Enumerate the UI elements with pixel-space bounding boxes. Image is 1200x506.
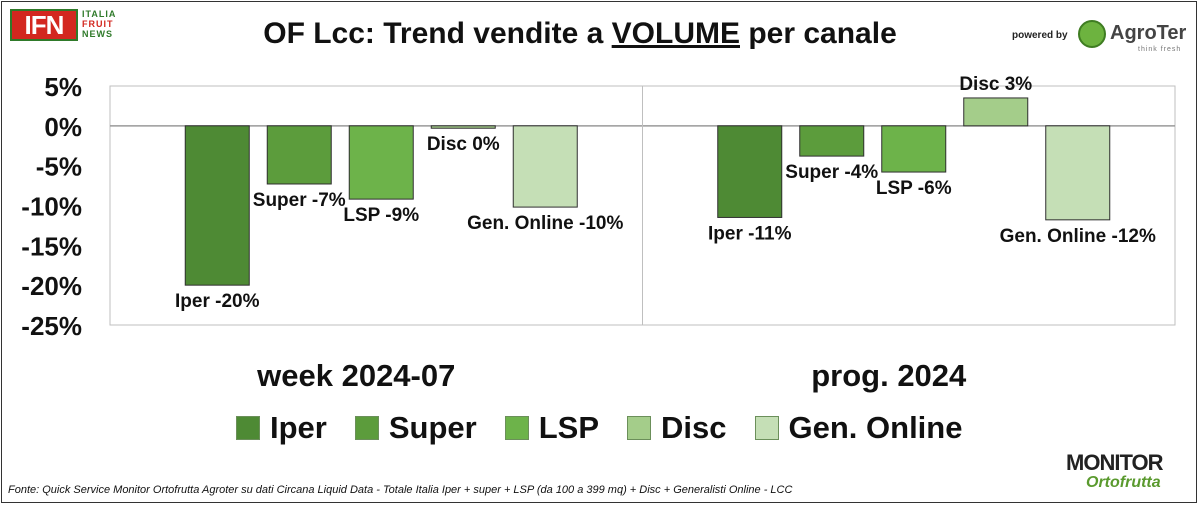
legend-item: Iper bbox=[236, 410, 327, 446]
y-tick-label: -20% bbox=[21, 271, 82, 301]
agroter-name: AgroTer bbox=[1110, 22, 1187, 44]
agroter-logo: AgroTer think fresh bbox=[1078, 20, 1188, 54]
legend-label: LSP bbox=[538, 410, 600, 445]
bar-disc-1 bbox=[963, 97, 1029, 127]
y-tick-label: -10% bbox=[21, 192, 82, 222]
source-note: Fonte: Quick Service Monitor Ortofrutta … bbox=[8, 484, 793, 496]
agroter-tree-icon bbox=[1078, 20, 1106, 48]
data-label: LSP -9% bbox=[343, 205, 419, 226]
data-label: Super -7% bbox=[253, 190, 346, 211]
ifn-logo-line1: ITALIA bbox=[82, 9, 117, 19]
ifn-logo-mark: IFN bbox=[10, 9, 78, 41]
ifn-logo: IFN ITALIA FRUIT NEWS bbox=[10, 9, 128, 41]
title-suffix: per canale bbox=[740, 17, 897, 50]
legend-swatch bbox=[627, 416, 652, 440]
data-label: Iper -11% bbox=[708, 223, 792, 244]
chart-title: OF Lcc: Trend vendite a VOLUME per canal… bbox=[200, 14, 960, 54]
powered-by-label: powered by bbox=[1012, 30, 1068, 41]
legend-swatch bbox=[354, 416, 379, 440]
y-tick-label: -15% bbox=[21, 231, 82, 261]
bar-super-0 bbox=[266, 125, 332, 185]
title-underlined: VOLUME bbox=[611, 17, 740, 50]
data-label: Gen. Online -10% bbox=[467, 213, 623, 234]
legend-label: Disc bbox=[661, 410, 727, 445]
bar-super-1 bbox=[799, 125, 865, 157]
data-label: Disc 3% bbox=[959, 74, 1032, 95]
bar-lsp-1 bbox=[881, 125, 947, 173]
y-tick-label: 0% bbox=[44, 112, 82, 142]
monitor-ortofrutta-logo: MONITOR Ortofrutta bbox=[1066, 450, 1190, 496]
monitor-logo-bottom: Ortofrutta bbox=[1086, 474, 1161, 491]
ifn-logo-line3: NEWS bbox=[82, 29, 113, 39]
legend-item: Super bbox=[354, 410, 477, 446]
title-prefix: OF Lcc: Trend vendite a bbox=[263, 17, 612, 50]
data-label: Gen. Online -12% bbox=[1000, 226, 1156, 247]
y-tick-label: -25% bbox=[21, 311, 82, 341]
data-label: LSP -6% bbox=[876, 178, 952, 199]
legend-swatch bbox=[236, 416, 260, 440]
bar-lsp-0 bbox=[348, 125, 414, 200]
data-label: Iper -20% bbox=[175, 291, 260, 312]
bar-gen-online-1 bbox=[1045, 125, 1111, 221]
bar-gen-online-0 bbox=[512, 125, 578, 208]
bar-iper-1 bbox=[717, 125, 783, 218]
legend-item: Disc bbox=[627, 410, 727, 446]
legend-swatch bbox=[504, 416, 529, 440]
legend-label: Super bbox=[388, 410, 477, 445]
chart-legend: Iper Super LSP Disc Gen. Online bbox=[236, 408, 990, 448]
x-group-label: prog. 2024 bbox=[811, 358, 967, 393]
legend-item: LSP bbox=[504, 410, 600, 446]
x-group-label: week 2024-07 bbox=[256, 358, 455, 393]
legend-label: Iper bbox=[270, 410, 327, 445]
data-label: Super -4% bbox=[785, 162, 878, 183]
y-tick-label: -5% bbox=[36, 152, 82, 182]
bar-disc-0 bbox=[430, 125, 496, 129]
bar-iper-0 bbox=[184, 125, 250, 286]
y-tick-label: 5% bbox=[44, 72, 82, 102]
agroter-tagline: think fresh bbox=[1138, 46, 1182, 53]
monitor-logo-top: MONITOR bbox=[1066, 450, 1163, 475]
data-label: Disc 0% bbox=[427, 134, 500, 155]
legend-swatch bbox=[754, 416, 779, 440]
ifn-logo-line2: FRUIT bbox=[82, 19, 114, 29]
legend-label: Gen. Online bbox=[788, 410, 963, 445]
legend-item: Gen. Online bbox=[754, 410, 963, 446]
ifn-logo-words: ITALIA FRUIT NEWS bbox=[82, 9, 132, 39]
